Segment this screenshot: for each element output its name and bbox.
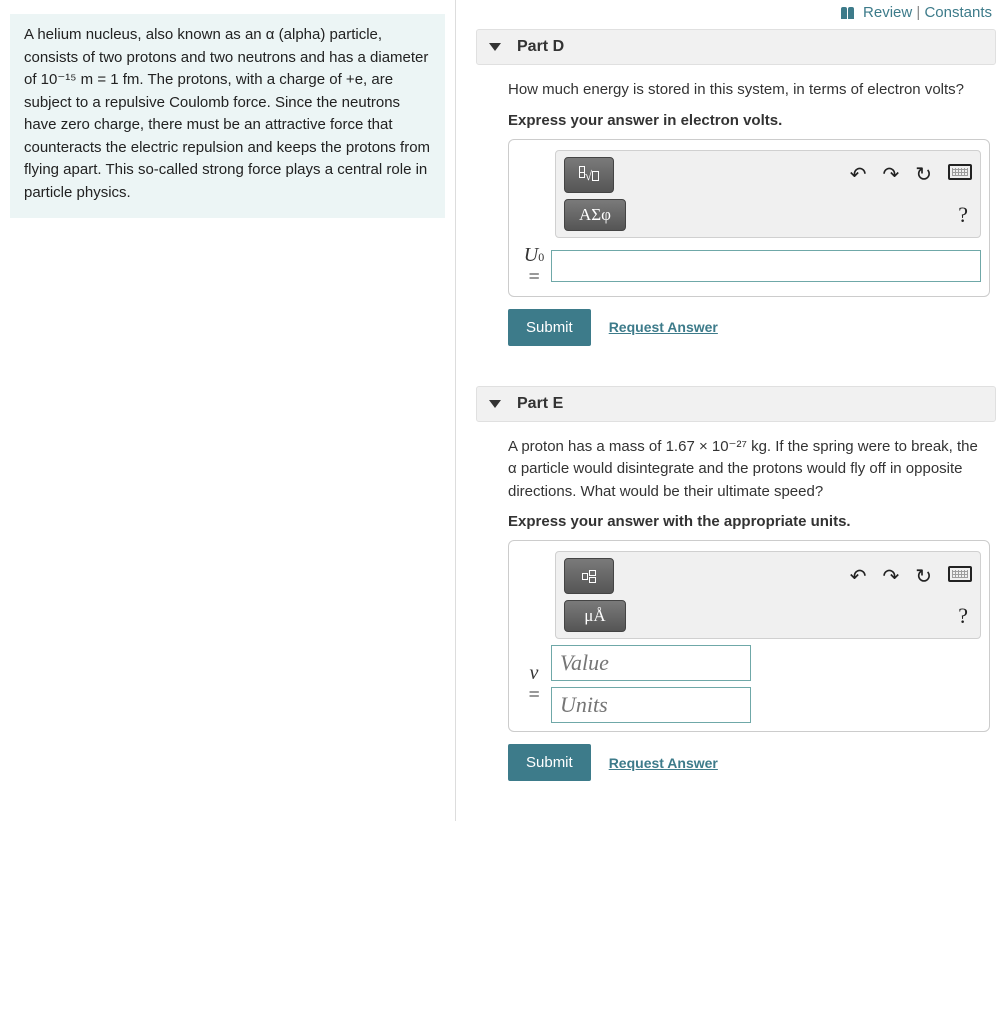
problem-text: A helium nucleus, also known as an α (al…	[24, 26, 430, 201]
request-answer-link[interactable]: Request Answer	[609, 319, 718, 335]
keyboard-icon[interactable]	[948, 565, 972, 588]
part-d-body: How much energy is stored in this system…	[476, 79, 996, 366]
problem-panel: A helium nucleus, also known as an α (al…	[0, 0, 455, 821]
constants-link[interactable]: Constants	[924, 4, 992, 21]
part-e-instruction: Express your answer with the appropriate…	[508, 513, 990, 530]
greek-symbols-button[interactable]: ΑΣφ	[564, 199, 626, 231]
part-d-input-row: U0=	[517, 244, 981, 288]
part-e-answer-box: ↶ ↷ ↻ μÅ ? v=	[508, 540, 990, 732]
caret-down-icon	[489, 400, 501, 408]
part-d-instruction: Express your answer in electron volts.	[508, 112, 990, 129]
part-d-question: How much energy is stored in this system…	[508, 79, 990, 102]
part-e-title: Part E	[517, 395, 563, 413]
variable-label-v: v=	[517, 662, 551, 706]
request-answer-link[interactable]: Request Answer	[609, 755, 718, 771]
part-e-value-input[interactable]	[551, 645, 751, 681]
part-d-toolbar: √ ↶ ↷ ↻ ΑΣφ ?	[555, 150, 981, 238]
top-links: Review | Constants	[476, 0, 996, 29]
math-templates-button[interactable]: √	[564, 157, 614, 193]
reset-icon[interactable]: ↻	[915, 162, 932, 187]
redo-icon[interactable]: ↷	[882, 162, 899, 187]
part-d-title: Part D	[517, 38, 564, 56]
undo-icon[interactable]: ↶	[850, 564, 867, 589]
redo-icon[interactable]: ↷	[882, 564, 899, 589]
caret-down-icon	[489, 43, 501, 51]
units-templates-button[interactable]	[564, 558, 614, 594]
sqrt-fraction-icon: √	[579, 166, 599, 184]
part-e-submit-row: Submit Request Answer	[508, 744, 990, 781]
part-e-input-row: v=	[517, 645, 981, 723]
variable-label-u0: U0=	[517, 244, 551, 288]
undo-icon[interactable]: ↶	[850, 162, 867, 187]
part-e-body: A proton has a mass of 1.67 × 10⁻²⁷ kg. …	[476, 436, 996, 802]
reset-icon[interactable]: ↻	[915, 564, 932, 589]
part-d-answer-input[interactable]	[551, 250, 981, 282]
part-d-submit-row: Submit Request Answer	[508, 309, 990, 346]
part-e-units-input[interactable]	[551, 687, 751, 723]
help-icon[interactable]: ?	[958, 603, 972, 629]
answer-panel: Review | Constants Part D How much energ…	[455, 0, 1008, 821]
part-d-answer-box: √ ↶ ↷ ↻ ΑΣφ ? U0=	[508, 139, 990, 297]
part-d-header[interactable]: Part D	[476, 29, 996, 65]
keyboard-icon[interactable]	[948, 163, 972, 186]
submit-button[interactable]: Submit	[508, 744, 591, 781]
problem-statement: A helium nucleus, also known as an α (al…	[10, 14, 445, 218]
help-icon[interactable]: ?	[958, 202, 972, 228]
part-e-toolbar: ↶ ↷ ↻ μÅ ?	[555, 551, 981, 639]
part-e-header[interactable]: Part E	[476, 386, 996, 422]
part-e-question: A proton has a mass of 1.67 × 10⁻²⁷ kg. …	[508, 436, 990, 504]
submit-button[interactable]: Submit	[508, 309, 591, 346]
units-template-icon	[582, 570, 596, 583]
unit-symbols-button[interactable]: μÅ	[564, 600, 626, 632]
review-link[interactable]: Review	[863, 4, 912, 21]
book-icon	[841, 6, 855, 23]
